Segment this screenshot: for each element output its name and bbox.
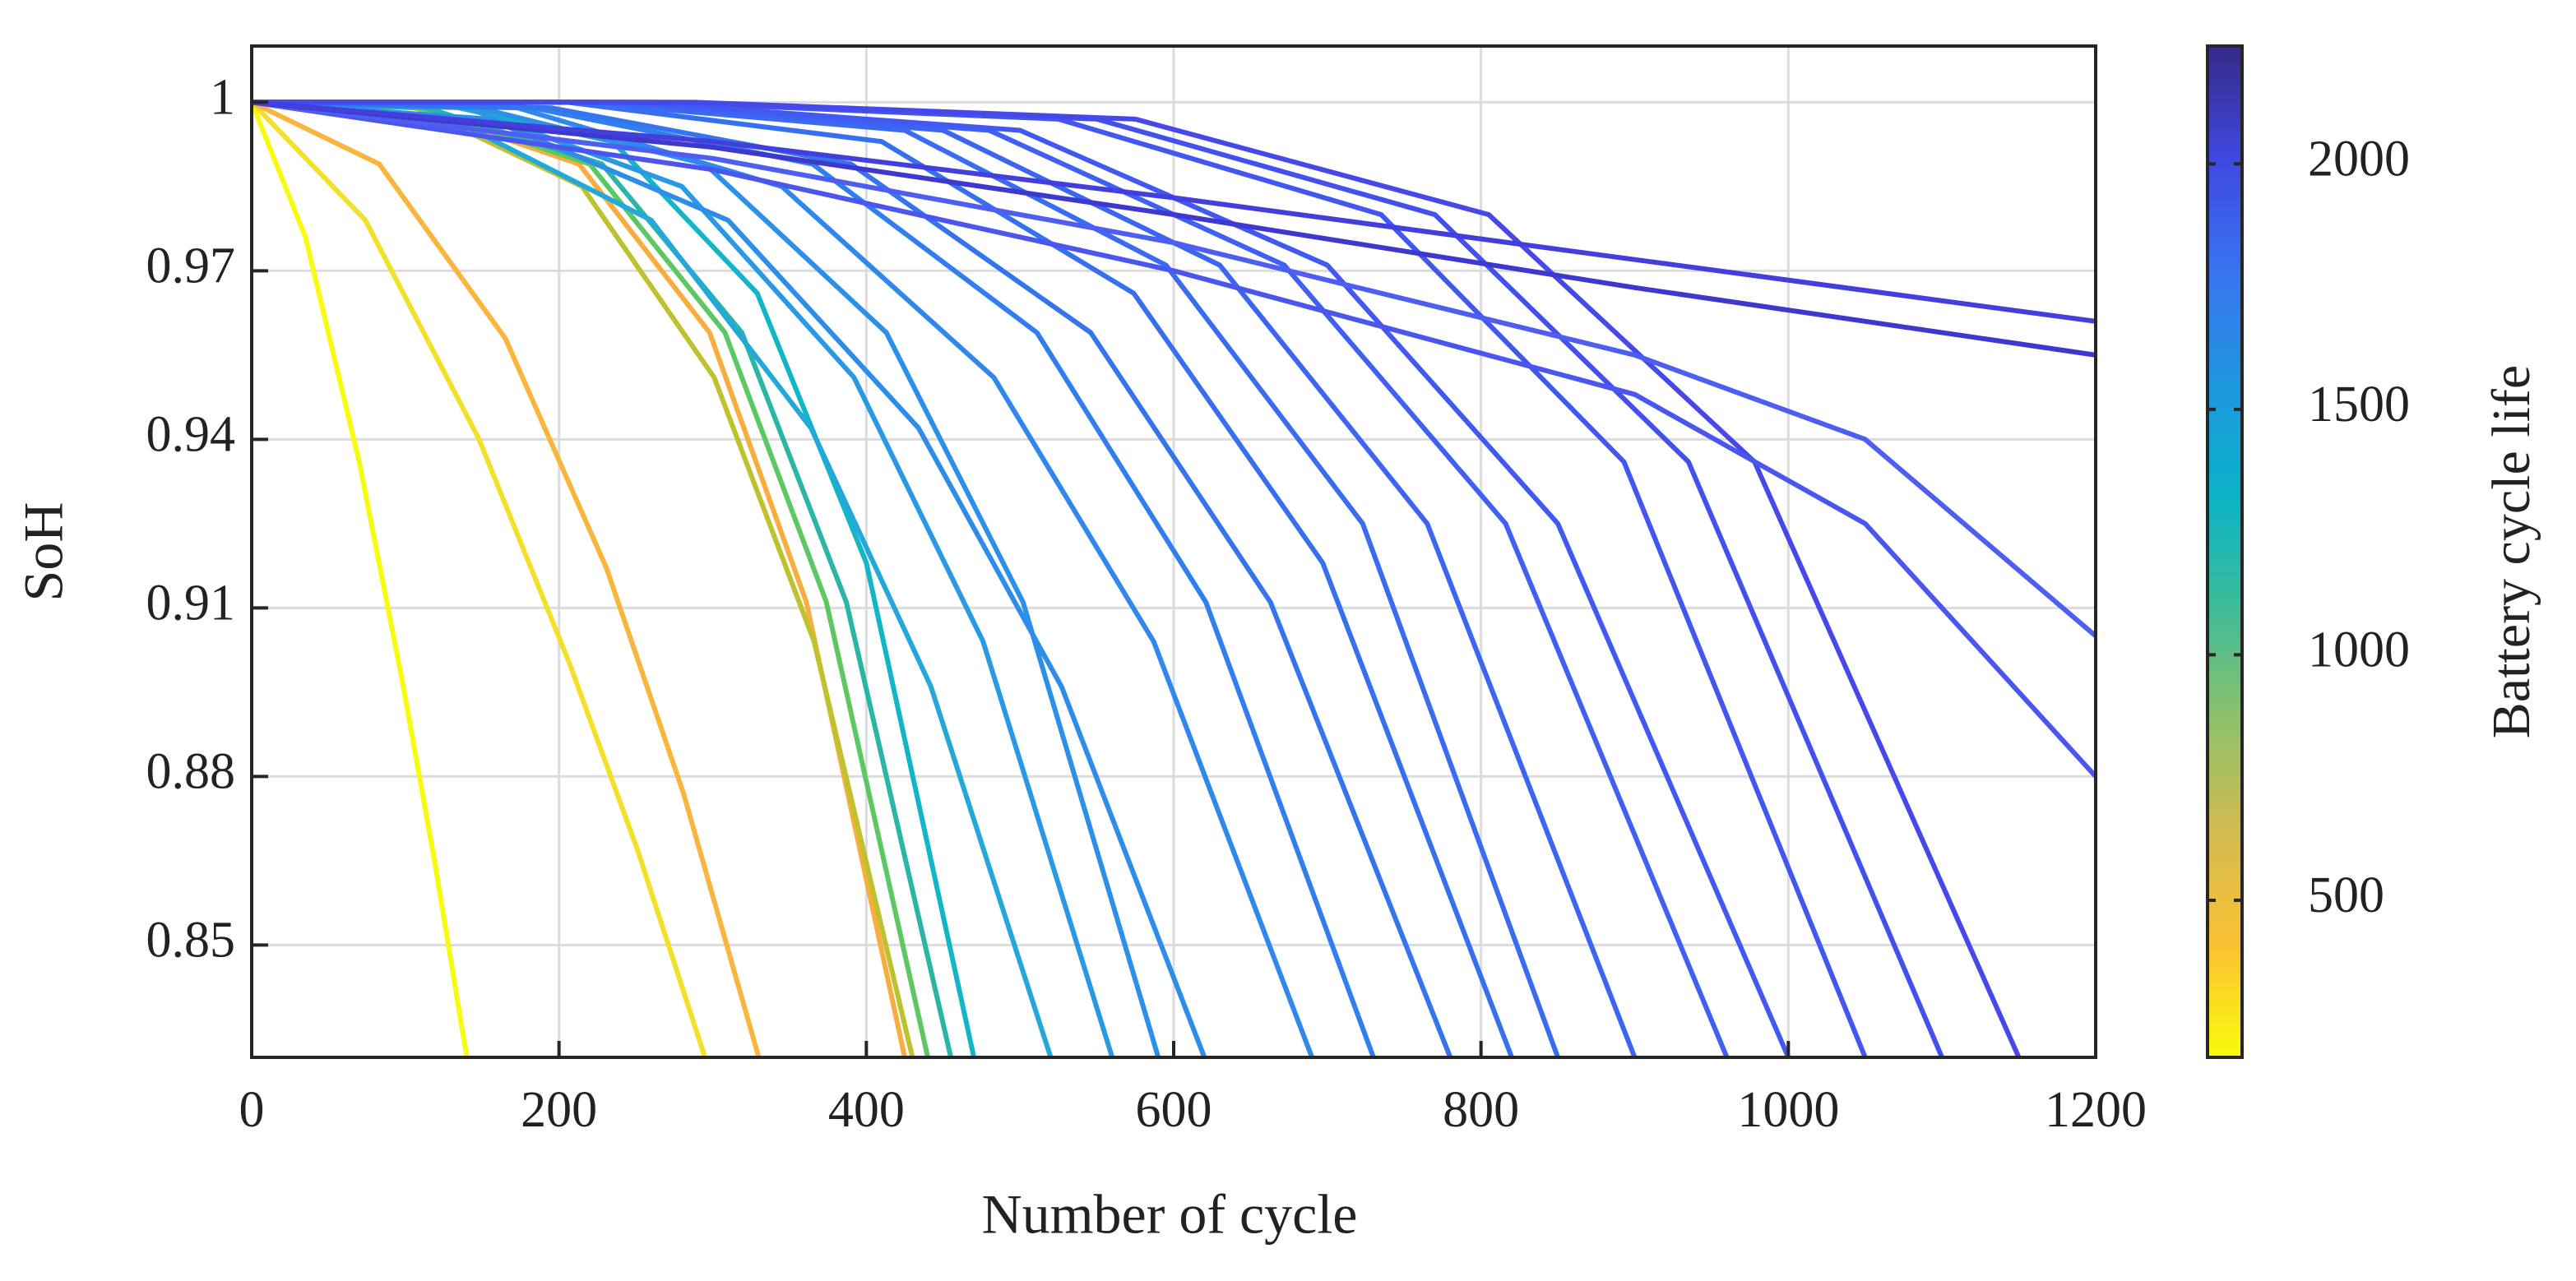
x-tick-label: 1000 [1737,1082,1839,1138]
series-line [252,99,1161,1057]
series-line [252,99,470,1057]
series-line [252,99,2096,358]
series-line [252,99,1376,1057]
x-tick-label: 400 [828,1082,905,1138]
x-axis-label: Number of cycle [982,1183,1358,1246]
x-tick-label: 200 [521,1082,597,1138]
y-tick-label: 0.88 [146,744,236,800]
colorbar-tick-label: 1500 [2308,377,2410,432]
y-tick-label: 0.85 [146,913,236,969]
x-tick-label: 800 [1443,1082,1519,1138]
series-line [252,99,1945,1057]
x-tick-label: 0 [239,1082,265,1138]
series-line [252,99,1207,1057]
series-line [252,99,2096,324]
colorbar [2206,44,2244,1059]
series-line [252,99,931,1057]
colorbar-tick-label: 1000 [2308,622,2410,678]
x-tick-label: 1200 [2045,1082,2147,1138]
y-tick-label: 0.91 [146,576,236,631]
series-line [252,99,1453,1057]
y-axis-label: SoH [12,502,75,602]
colorbar-tick-label: 500 [2308,867,2384,923]
series-line [252,99,708,1057]
series-line [252,99,762,1057]
colorbar-tick-label: 2000 [2308,132,2410,187]
series-line [252,99,908,1057]
series-line [252,99,2096,779]
series-line [252,99,1315,1057]
series-line [252,99,2096,639]
colorbar-label: Battery cycle life [2481,365,2541,738]
y-tick-label: 0.94 [146,407,236,463]
series-line [252,99,2022,1057]
series-line [252,99,1054,1057]
series-line [252,99,915,1057]
y-tick-label: 0.97 [146,238,236,294]
x-tick-label: 600 [1136,1082,1212,1138]
series-line [252,99,1791,1057]
y-tick-label: 1 [210,70,235,126]
